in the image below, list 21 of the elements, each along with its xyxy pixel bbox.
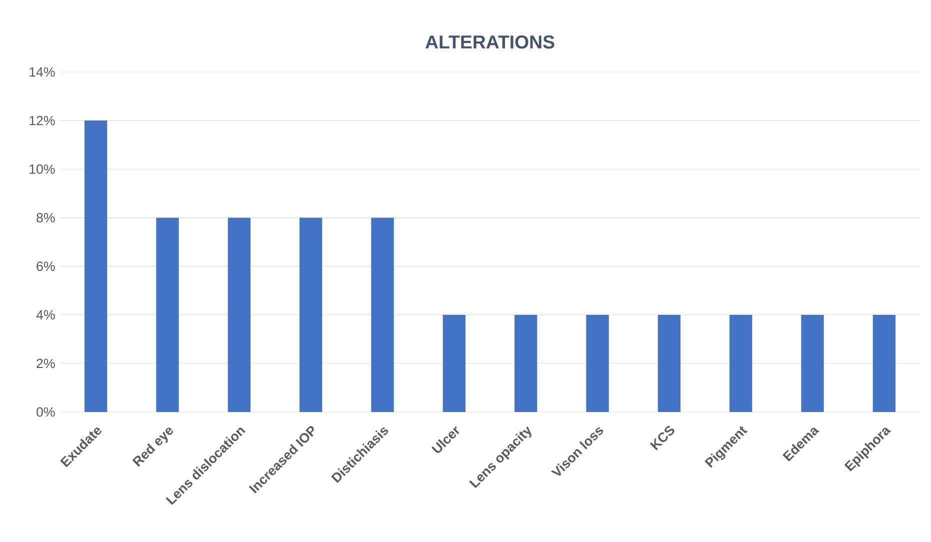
y-tick-label: 2%: [36, 358, 55, 368]
y-tick-label: 8%: [36, 212, 55, 222]
bar: [156, 218, 179, 412]
bar: [371, 218, 394, 412]
y-tick-label: 14%: [30, 67, 55, 77]
y-tick-label: 4%: [36, 310, 55, 320]
y-tick-label: 12%: [30, 116, 55, 126]
y-tick-label: 10%: [30, 164, 55, 174]
bar: [801, 314, 824, 412]
bar: [658, 314, 680, 412]
bar: [300, 218, 322, 412]
bar: [730, 314, 752, 412]
bar: [514, 314, 538, 412]
bar: [84, 120, 108, 412]
bar: [872, 314, 896, 412]
bar: [228, 218, 251, 412]
chart-title: ALTERATIONS: [425, 35, 554, 49]
bar: [442, 314, 466, 412]
y-tick-label: 6%: [36, 262, 55, 271]
bar: [586, 314, 609, 412]
y-tick-label: 0%: [36, 407, 55, 417]
